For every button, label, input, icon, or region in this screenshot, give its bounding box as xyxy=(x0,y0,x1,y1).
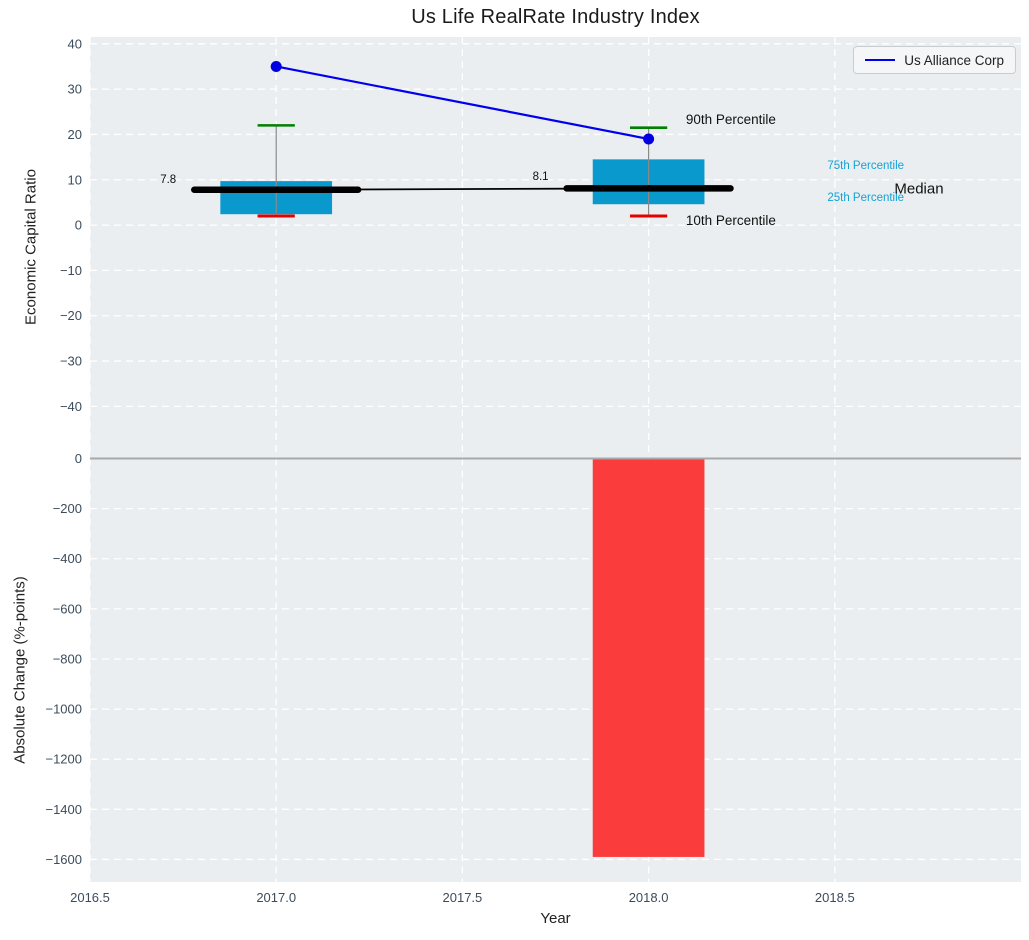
series-marker xyxy=(643,133,654,144)
chart-figure: 403020100−10−20−30−400−200−400−600−800−1… xyxy=(0,0,1029,940)
y-tick-label: 40 xyxy=(68,36,82,51)
label-75th-percentile: 75th Percentile xyxy=(827,160,904,172)
x-axis-label: Year xyxy=(90,910,1021,927)
y-tick-label: 20 xyxy=(68,127,82,142)
y-tick-label: −1400 xyxy=(45,802,82,817)
y-tick-label: 0 xyxy=(75,218,82,233)
y-tick-label: −30 xyxy=(60,354,82,369)
legend-line-sample xyxy=(865,59,895,61)
y-tick-label: 0 xyxy=(75,451,82,466)
x-tick-label: 2018.0 xyxy=(629,890,669,905)
y-axis-label-top: Economic Capital Ratio xyxy=(23,169,40,325)
y-tick-label: −200 xyxy=(53,501,82,516)
y-tick-label: −1000 xyxy=(45,702,82,717)
y-tick-label: −20 xyxy=(60,308,82,323)
y-tick-label: 10 xyxy=(68,172,82,187)
chart-canvas: 403020100−10−20−30−400−200−400−600−800−1… xyxy=(0,0,1029,940)
y-tick-label: −800 xyxy=(53,651,82,666)
median-value-2018: 8.1 xyxy=(533,171,549,183)
y-tick-label: 30 xyxy=(68,82,82,97)
bottom-axes-background xyxy=(90,459,1021,883)
y-tick-label: −10 xyxy=(60,263,82,278)
top-axes-background xyxy=(90,37,1021,459)
label-25th-percentile: 25th Percentile xyxy=(827,192,904,204)
legend: Us Alliance Corp xyxy=(853,46,1016,74)
x-tick-label: 2017.5 xyxy=(443,890,483,905)
label-10th-percentile: 10th Percentile xyxy=(686,213,776,228)
y-tick-label: −1600 xyxy=(45,852,82,867)
y-axis-label-bottom: Absolute Change (%-points) xyxy=(12,576,29,764)
legend-entry-label: Us Alliance Corp xyxy=(904,53,1004,68)
x-tick-label: 2016.5 xyxy=(70,890,110,905)
label-median: Median xyxy=(894,180,943,197)
y-tick-label: −400 xyxy=(53,551,82,566)
y-tick-label: −40 xyxy=(60,399,82,414)
chart-title: Us Life RealRate Industry Index xyxy=(90,6,1021,29)
y-tick-label: −1200 xyxy=(45,752,82,767)
x-tick-label: 2017.0 xyxy=(256,890,296,905)
series-marker xyxy=(271,61,282,72)
label-90th-percentile: 90th Percentile xyxy=(686,112,776,127)
y-tick-label: −600 xyxy=(53,601,82,616)
x-tick-label: 2018.5 xyxy=(815,890,855,905)
median-value-2017: 7.8 xyxy=(160,174,176,186)
change-bar-2018 xyxy=(593,459,705,857)
